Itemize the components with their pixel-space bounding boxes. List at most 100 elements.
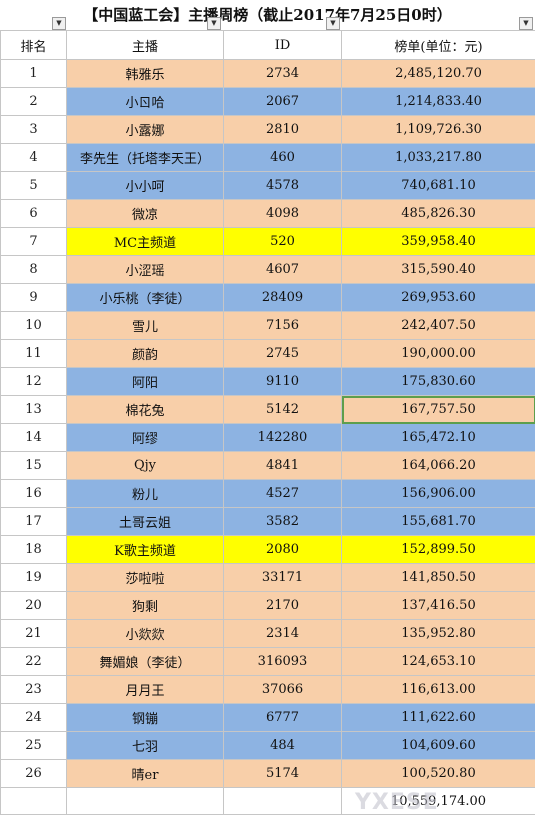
id-cell[interactable]: 28409	[223, 283, 342, 312]
id-cell[interactable]: 4527	[223, 479, 342, 508]
id-cell[interactable]: 316093	[223, 647, 342, 676]
id-cell[interactable]: 4841	[223, 451, 342, 480]
column-header-id[interactable]: ID	[223, 30, 342, 60]
rank-cell[interactable]: 19	[0, 563, 67, 592]
rank-cell[interactable]: 7	[0, 227, 67, 256]
id-cell[interactable]: 2080	[223, 535, 342, 564]
name-cell[interactable]: 舞媚娘（李徒）	[66, 647, 224, 676]
id-cell[interactable]: 5142	[223, 395, 342, 424]
name-cell[interactable]: 钢镚	[66, 703, 224, 732]
amount-cell[interactable]: 167,757.50	[341, 395, 535, 424]
rank-cell[interactable]: 5	[0, 171, 67, 200]
amount-cell[interactable]: 1,214,833.40	[341, 87, 535, 116]
dropdown-arrow-icon[interactable]: ▼	[519, 17, 533, 30]
id-cell[interactable]: 3582	[223, 507, 342, 536]
id-cell[interactable]: 5174	[223, 759, 342, 788]
amount-cell[interactable]: 269,953.60	[341, 283, 535, 312]
rank-cell[interactable]: 6	[0, 199, 67, 228]
id-cell[interactable]: 484	[223, 731, 342, 760]
rank-cell[interactable]: 2	[0, 87, 67, 116]
amount-cell[interactable]: 485,826.30	[341, 199, 535, 228]
name-cell[interactable]: 粉儿	[66, 479, 224, 508]
amount-cell[interactable]: 242,407.50	[341, 311, 535, 340]
rank-cell[interactable]: 21	[0, 619, 67, 648]
column-header-rank[interactable]: 排名	[0, 30, 67, 60]
rank-cell[interactable]: 8	[0, 255, 67, 284]
amount-cell[interactable]: 141,850.50	[341, 563, 535, 592]
rank-cell[interactable]: 17	[0, 507, 67, 536]
amount-cell[interactable]: 1,033,217.80	[341, 143, 535, 172]
column-header-name[interactable]: 主播	[66, 30, 224, 60]
name-cell[interactable]: 雪儿	[66, 311, 224, 340]
amount-cell[interactable]: 135,952.80	[341, 619, 535, 648]
dropdown-arrow-icon[interactable]: ▼	[207, 17, 221, 30]
name-cell[interactable]: 韩雅乐	[66, 59, 224, 88]
amount-cell[interactable]: 152,899.50	[341, 535, 535, 564]
name-cell[interactable]: 颜韵	[66, 339, 224, 368]
id-cell[interactable]: 2067	[223, 87, 342, 116]
id-cell[interactable]: 2734	[223, 59, 342, 88]
amount-cell[interactable]: 156,906.00	[341, 479, 535, 508]
rank-cell[interactable]: 18	[0, 535, 67, 564]
name-cell[interactable]: 小乐桃（李徒）	[66, 283, 224, 312]
rank-cell[interactable]: 1	[0, 59, 67, 88]
amount-cell[interactable]: 100,520.80	[341, 759, 535, 788]
column-header-amount[interactable]: 榜单(单位：元)	[341, 30, 535, 60]
name-cell[interactable]: 小涩瑶	[66, 255, 224, 284]
name-cell[interactable]: 狗剩	[66, 591, 224, 620]
name-cell[interactable]: 阿阳	[66, 367, 224, 396]
name-cell[interactable]: 莎啦啦	[66, 563, 224, 592]
rank-cell[interactable]: 23	[0, 675, 67, 704]
amount-cell[interactable]: 359,958.40	[341, 227, 535, 256]
id-cell[interactable]: 520	[223, 227, 342, 256]
id-cell[interactable]: 460	[223, 143, 342, 172]
rank-cell[interactable]: 13	[0, 395, 67, 424]
amount-cell[interactable]: 1,109,726.30	[341, 115, 535, 144]
name-cell[interactable]: 小露娜	[66, 115, 224, 144]
id-cell[interactable]: 2810	[223, 115, 342, 144]
amount-cell[interactable]: 124,653.10	[341, 647, 535, 676]
rank-cell[interactable]: 12	[0, 367, 67, 396]
amount-cell[interactable]: 165,472.10	[341, 423, 535, 452]
id-cell[interactable]: 2314	[223, 619, 342, 648]
amount-cell[interactable]: 175,830.60	[341, 367, 535, 396]
rank-cell[interactable]: 14	[0, 423, 67, 452]
rank-cell[interactable]: 26	[0, 759, 67, 788]
amount-cell[interactable]: 190,000.00	[341, 339, 535, 368]
name-cell[interactable]: 小欻欻	[66, 619, 224, 648]
dropdown-arrow-icon[interactable]: ▼	[52, 17, 66, 30]
cell[interactable]	[66, 787, 224, 815]
rank-cell[interactable]: 24	[0, 703, 67, 732]
name-cell[interactable]: 棉花兔	[66, 395, 224, 424]
name-cell[interactable]: 月月王	[66, 675, 224, 704]
rank-cell[interactable]: 10	[0, 311, 67, 340]
name-cell[interactable]: 微凉	[66, 199, 224, 228]
id-cell[interactable]: 7156	[223, 311, 342, 340]
name-cell[interactable]: 小小呵	[66, 171, 224, 200]
id-cell[interactable]: 6777	[223, 703, 342, 732]
amount-cell[interactable]: 164,066.20	[341, 451, 535, 480]
rank-cell[interactable]: 16	[0, 479, 67, 508]
total-amount[interactable]: 10,559,174.00	[341, 787, 535, 815]
name-cell[interactable]: 阿缪	[66, 423, 224, 452]
id-cell[interactable]: 4578	[223, 171, 342, 200]
id-cell[interactable]: 142280	[223, 423, 342, 452]
rank-cell[interactable]: 11	[0, 339, 67, 368]
rank-cell[interactable]: 3	[0, 115, 67, 144]
amount-cell[interactable]: 740,681.10	[341, 171, 535, 200]
id-cell[interactable]: 2170	[223, 591, 342, 620]
cell[interactable]	[0, 787, 67, 815]
name-cell[interactable]: 土哥云姐	[66, 507, 224, 536]
rank-cell[interactable]: 22	[0, 647, 67, 676]
amount-cell[interactable]: 2,485,120.70	[341, 59, 535, 88]
amount-cell[interactable]: 155,681.70	[341, 507, 535, 536]
amount-cell[interactable]: 116,613.00	[341, 675, 535, 704]
amount-cell[interactable]: 315,590.40	[341, 255, 535, 284]
cell[interactable]	[223, 787, 342, 815]
id-cell[interactable]: 37066	[223, 675, 342, 704]
rank-cell[interactable]: 20	[0, 591, 67, 620]
name-cell[interactable]: 小ㄖ哈	[66, 87, 224, 116]
rank-cell[interactable]: 9	[0, 283, 67, 312]
rank-cell[interactable]: 15	[0, 451, 67, 480]
name-cell[interactable]: K歌主频道	[66, 535, 224, 564]
